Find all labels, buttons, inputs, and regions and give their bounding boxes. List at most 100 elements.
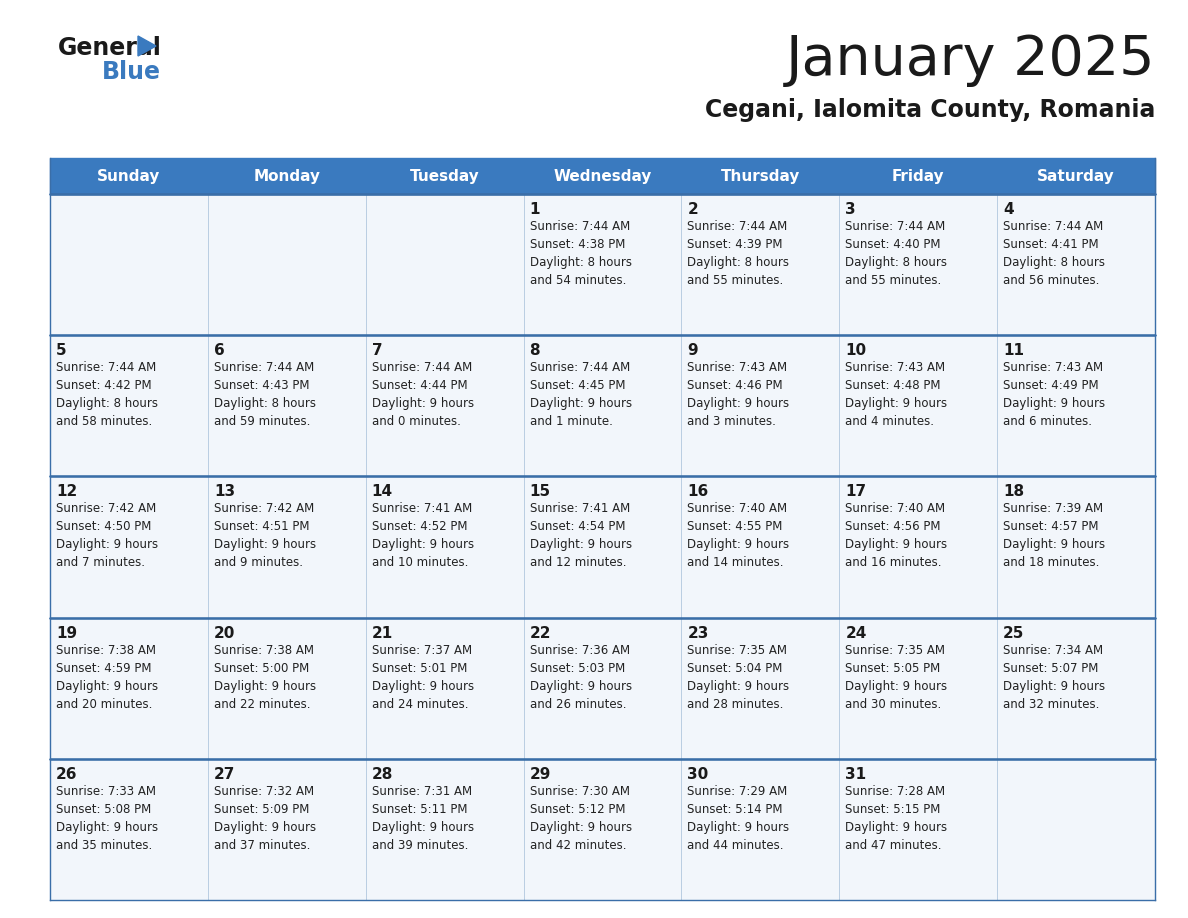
Bar	[208, 194, 366, 335]
Text: 19: 19	[56, 625, 77, 641]
Text: 30: 30	[688, 767, 709, 782]
Text: General: General	[58, 36, 162, 60]
Text: 8: 8	[530, 343, 541, 358]
Bar	[208, 335, 366, 476]
Text: Sunrise: 7:43 AM
Sunset: 4:46 PM
Daylight: 9 hours
and 3 minutes.: Sunrise: 7:43 AM Sunset: 4:46 PM Dayligh…	[688, 361, 790, 428]
Text: 3: 3	[846, 202, 855, 217]
Bar	[997, 335, 1155, 476]
Text: Sunrise: 7:44 AM
Sunset: 4:44 PM
Daylight: 9 hours
and 0 minutes.: Sunrise: 7:44 AM Sunset: 4:44 PM Dayligh…	[372, 361, 474, 428]
Bar	[50, 194, 208, 335]
Text: Sunrise: 7:38 AM
Sunset: 5:00 PM
Daylight: 9 hours
and 22 minutes.: Sunrise: 7:38 AM Sunset: 5:00 PM Dayligh…	[214, 644, 316, 711]
Text: 27: 27	[214, 767, 235, 782]
Polygon shape	[138, 36, 156, 56]
Text: Sunrise: 7:40 AM
Sunset: 4:55 PM
Daylight: 9 hours
and 14 minutes.: Sunrise: 7:40 AM Sunset: 4:55 PM Dayligh…	[688, 502, 790, 569]
Text: 28: 28	[372, 767, 393, 782]
Bar	[682, 618, 839, 759]
Text: Sunrise: 7:39 AM
Sunset: 4:57 PM
Daylight: 9 hours
and 18 minutes.: Sunrise: 7:39 AM Sunset: 4:57 PM Dayligh…	[1003, 502, 1105, 569]
Text: Sunrise: 7:44 AM
Sunset: 4:38 PM
Daylight: 8 hours
and 54 minutes.: Sunrise: 7:44 AM Sunset: 4:38 PM Dayligh…	[530, 220, 632, 287]
Text: 18: 18	[1003, 485, 1024, 499]
Text: 17: 17	[846, 485, 866, 499]
Text: Sunrise: 7:44 AM
Sunset: 4:39 PM
Daylight: 8 hours
and 55 minutes.: Sunrise: 7:44 AM Sunset: 4:39 PM Dayligh…	[688, 220, 790, 287]
Bar	[997, 476, 1155, 618]
Bar	[839, 618, 997, 759]
Bar	[839, 194, 997, 335]
Text: Sunrise: 7:44 AM
Sunset: 4:40 PM
Daylight: 8 hours
and 55 minutes.: Sunrise: 7:44 AM Sunset: 4:40 PM Dayligh…	[846, 220, 947, 287]
Text: Thursday: Thursday	[721, 169, 800, 184]
Text: Sunrise: 7:41 AM
Sunset: 4:52 PM
Daylight: 9 hours
and 10 minutes.: Sunrise: 7:41 AM Sunset: 4:52 PM Dayligh…	[372, 502, 474, 569]
Text: Sunrise: 7:42 AM
Sunset: 4:51 PM
Daylight: 9 hours
and 9 minutes.: Sunrise: 7:42 AM Sunset: 4:51 PM Dayligh…	[214, 502, 316, 569]
Text: Cegani, Ialomita County, Romania: Cegani, Ialomita County, Romania	[704, 98, 1155, 122]
Text: 10: 10	[846, 343, 866, 358]
Text: 4: 4	[1003, 202, 1013, 217]
Text: Sunrise: 7:43 AM
Sunset: 4:49 PM
Daylight: 9 hours
and 6 minutes.: Sunrise: 7:43 AM Sunset: 4:49 PM Dayligh…	[1003, 361, 1105, 428]
Text: Sunrise: 7:44 AM
Sunset: 4:45 PM
Daylight: 9 hours
and 1 minute.: Sunrise: 7:44 AM Sunset: 4:45 PM Dayligh…	[530, 361, 632, 428]
Text: 24: 24	[846, 625, 867, 641]
Text: Sunrise: 7:43 AM
Sunset: 4:48 PM
Daylight: 9 hours
and 4 minutes.: Sunrise: 7:43 AM Sunset: 4:48 PM Dayligh…	[846, 361, 947, 428]
Text: 31: 31	[846, 767, 866, 782]
Bar	[50, 618, 208, 759]
Text: 29: 29	[530, 767, 551, 782]
Bar	[366, 759, 524, 900]
Bar	[50, 476, 208, 618]
Text: 14: 14	[372, 485, 393, 499]
Text: Sunrise: 7:44 AM
Sunset: 4:43 PM
Daylight: 8 hours
and 59 minutes.: Sunrise: 7:44 AM Sunset: 4:43 PM Dayligh…	[214, 361, 316, 428]
Text: Sunrise: 7:42 AM
Sunset: 4:50 PM
Daylight: 9 hours
and 7 minutes.: Sunrise: 7:42 AM Sunset: 4:50 PM Dayligh…	[56, 502, 158, 569]
Text: January 2025: January 2025	[785, 33, 1155, 87]
Bar	[682, 759, 839, 900]
Bar	[997, 194, 1155, 335]
Bar	[997, 759, 1155, 900]
Bar	[208, 759, 366, 900]
Bar	[682, 476, 839, 618]
Bar	[50, 335, 208, 476]
Text: 20: 20	[214, 625, 235, 641]
Text: 22: 22	[530, 625, 551, 641]
Text: 25: 25	[1003, 625, 1024, 641]
Text: Blue: Blue	[102, 60, 162, 84]
Text: Sunrise: 7:33 AM
Sunset: 5:08 PM
Daylight: 9 hours
and 35 minutes.: Sunrise: 7:33 AM Sunset: 5:08 PM Dayligh…	[56, 785, 158, 852]
Text: Sunrise: 7:37 AM
Sunset: 5:01 PM
Daylight: 9 hours
and 24 minutes.: Sunrise: 7:37 AM Sunset: 5:01 PM Dayligh…	[372, 644, 474, 711]
Text: Sunrise: 7:35 AM
Sunset: 5:04 PM
Daylight: 9 hours
and 28 minutes.: Sunrise: 7:35 AM Sunset: 5:04 PM Dayligh…	[688, 644, 790, 711]
Text: 23: 23	[688, 625, 709, 641]
Text: 7: 7	[372, 343, 383, 358]
Bar	[50, 158, 1155, 194]
Text: 11: 11	[1003, 343, 1024, 358]
Text: Friday: Friday	[892, 169, 944, 184]
Text: Wednesday: Wednesday	[554, 169, 652, 184]
Text: Sunrise: 7:32 AM
Sunset: 5:09 PM
Daylight: 9 hours
and 37 minutes.: Sunrise: 7:32 AM Sunset: 5:09 PM Dayligh…	[214, 785, 316, 852]
Text: 15: 15	[530, 485, 551, 499]
Bar	[524, 335, 682, 476]
Text: Sunday: Sunday	[97, 169, 160, 184]
Text: Sunrise: 7:44 AM
Sunset: 4:41 PM
Daylight: 8 hours
and 56 minutes.: Sunrise: 7:44 AM Sunset: 4:41 PM Dayligh…	[1003, 220, 1105, 287]
Bar	[208, 618, 366, 759]
Text: Sunrise: 7:38 AM
Sunset: 4:59 PM
Daylight: 9 hours
and 20 minutes.: Sunrise: 7:38 AM Sunset: 4:59 PM Dayligh…	[56, 644, 158, 711]
Text: Sunrise: 7:28 AM
Sunset: 5:15 PM
Daylight: 9 hours
and 47 minutes.: Sunrise: 7:28 AM Sunset: 5:15 PM Dayligh…	[846, 785, 947, 852]
Bar	[366, 476, 524, 618]
Text: 5: 5	[56, 343, 67, 358]
Text: Sunrise: 7:44 AM
Sunset: 4:42 PM
Daylight: 8 hours
and 58 minutes.: Sunrise: 7:44 AM Sunset: 4:42 PM Dayligh…	[56, 361, 158, 428]
Bar	[682, 194, 839, 335]
Bar	[839, 335, 997, 476]
Text: Sunrise: 7:29 AM
Sunset: 5:14 PM
Daylight: 9 hours
and 44 minutes.: Sunrise: 7:29 AM Sunset: 5:14 PM Dayligh…	[688, 785, 790, 852]
Text: Tuesday: Tuesday	[410, 169, 480, 184]
Text: 2: 2	[688, 202, 699, 217]
Bar	[839, 759, 997, 900]
Text: 12: 12	[56, 485, 77, 499]
Text: 6: 6	[214, 343, 225, 358]
Bar	[366, 618, 524, 759]
Text: Sunrise: 7:31 AM
Sunset: 5:11 PM
Daylight: 9 hours
and 39 minutes.: Sunrise: 7:31 AM Sunset: 5:11 PM Dayligh…	[372, 785, 474, 852]
Bar	[524, 194, 682, 335]
Text: 21: 21	[372, 625, 393, 641]
Bar	[524, 618, 682, 759]
Text: Sunrise: 7:36 AM
Sunset: 5:03 PM
Daylight: 9 hours
and 26 minutes.: Sunrise: 7:36 AM Sunset: 5:03 PM Dayligh…	[530, 644, 632, 711]
Text: 13: 13	[214, 485, 235, 499]
Text: Saturday: Saturday	[1037, 169, 1116, 184]
Text: Sunrise: 7:35 AM
Sunset: 5:05 PM
Daylight: 9 hours
and 30 minutes.: Sunrise: 7:35 AM Sunset: 5:05 PM Dayligh…	[846, 644, 947, 711]
Bar	[208, 476, 366, 618]
Bar	[997, 618, 1155, 759]
Text: Sunrise: 7:41 AM
Sunset: 4:54 PM
Daylight: 9 hours
and 12 minutes.: Sunrise: 7:41 AM Sunset: 4:54 PM Dayligh…	[530, 502, 632, 569]
Text: 9: 9	[688, 343, 699, 358]
Text: 16: 16	[688, 485, 709, 499]
Bar	[839, 476, 997, 618]
Bar	[366, 194, 524, 335]
Bar	[524, 476, 682, 618]
